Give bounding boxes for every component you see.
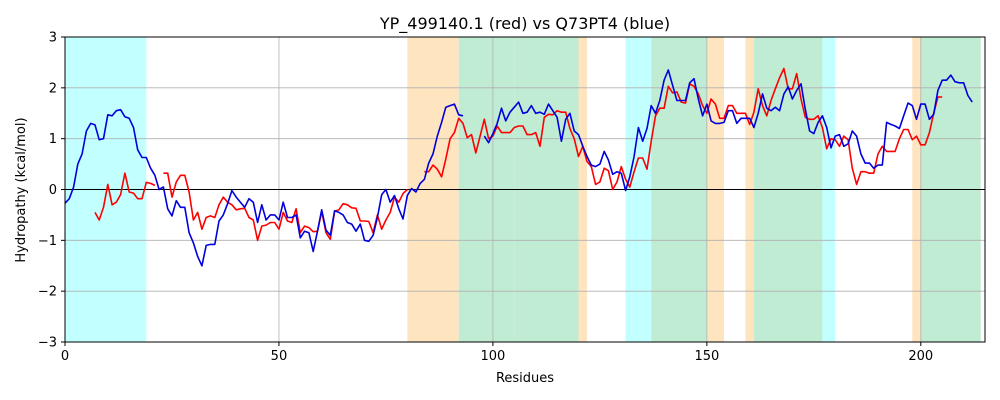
- y-tick-label: 0: [49, 183, 57, 198]
- y-axis-label: Hydropathy (kcal/mol): [14, 117, 29, 262]
- x-axis-label: Residues: [496, 371, 554, 386]
- series-lines: [64, 67, 973, 267]
- y-tick-label: −3: [38, 336, 57, 351]
- y-tick-label: 3: [49, 31, 57, 46]
- y-tick-label: 2: [49, 81, 57, 96]
- x-tick-label: 200: [908, 349, 933, 364]
- red-series-line-2: [424, 67, 943, 191]
- x-tick-label: 100: [480, 349, 505, 364]
- chart-title: YP_499140.1 (red) vs Q73PT4 (blue): [379, 14, 670, 34]
- red-series-line-1: [163, 172, 408, 242]
- y-tick-label: −2: [38, 285, 57, 300]
- axis-ticks: 0 50 100 150 200 −3 −2 −1 0 1 2 3: [38, 31, 933, 365]
- red-series-line-0: [94, 172, 156, 221]
- blue-series-line-1: [483, 69, 973, 192]
- y-tick-label: −1: [38, 234, 57, 249]
- y-tick-label: 1: [49, 132, 57, 147]
- x-tick-label: 0: [61, 349, 69, 364]
- x-tick-label: 50: [271, 349, 288, 364]
- blue-series-line-0: [64, 103, 464, 267]
- x-tick-label: 150: [694, 349, 719, 364]
